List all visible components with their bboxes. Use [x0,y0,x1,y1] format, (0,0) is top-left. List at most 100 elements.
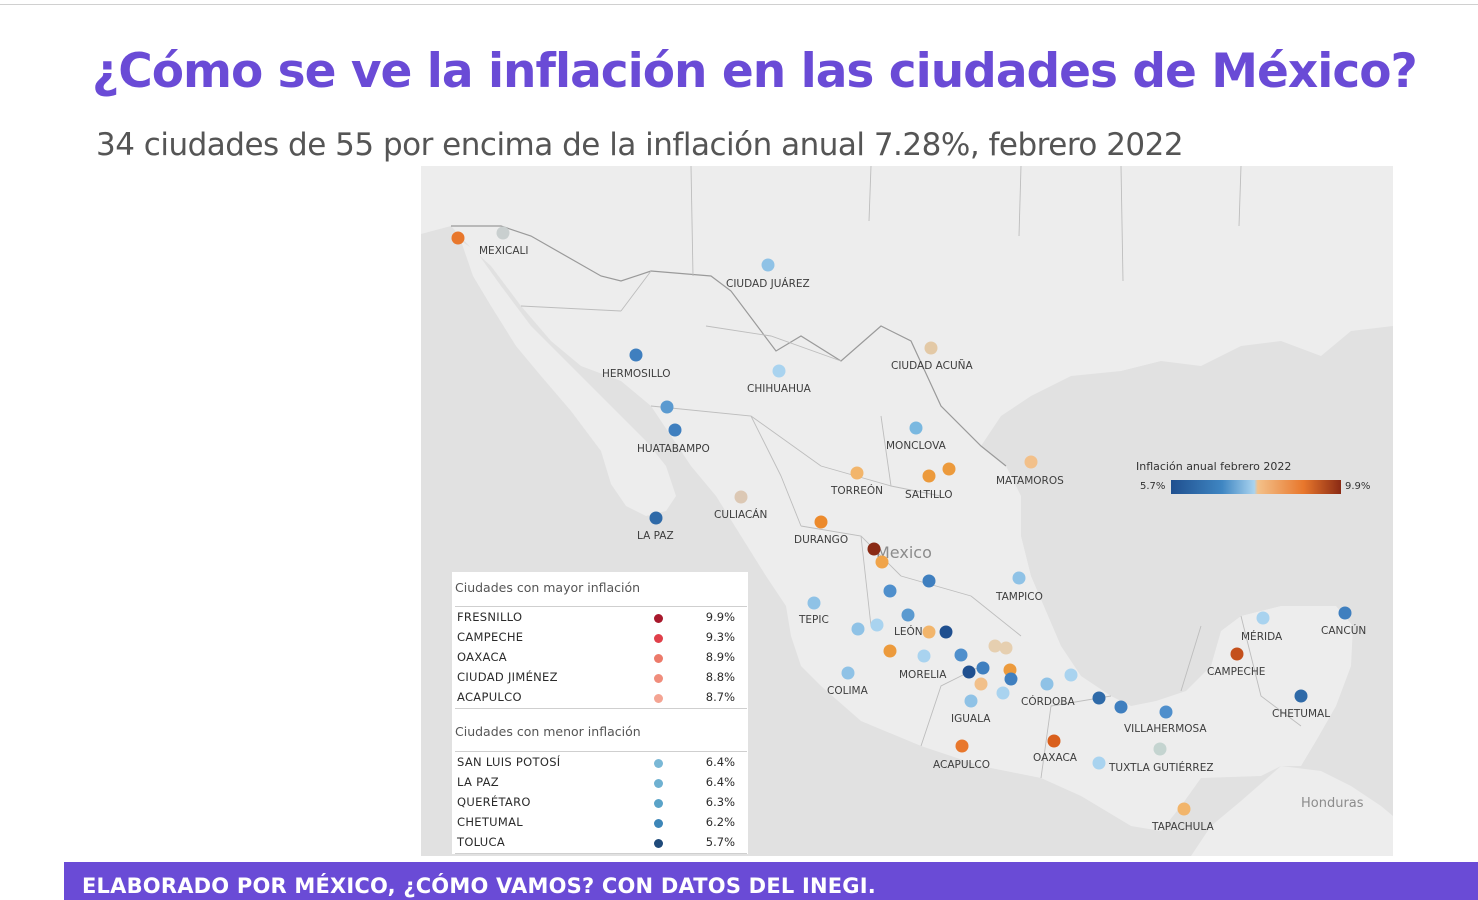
city-marker[interactable] [924,341,938,355]
city-label-ciudad-acuna: CIUDAD ACUÑA [891,359,973,372]
city-marker[interactable] [1012,571,1026,585]
city-marker[interactable] [660,400,674,414]
city-label-la-paz: LA PAZ [637,530,674,542]
city-marker[interactable] [883,644,897,658]
city-marker[interactable] [1064,668,1078,682]
city-marker[interactable] [922,574,936,588]
row-city: QUERÉTARO [457,795,531,809]
city-label-merida: MÉRIDA [1241,630,1283,643]
city-marker[interactable] [807,596,821,610]
city-marker[interactable] [955,739,969,753]
city-label-saltillo: SALTILLO [905,489,953,501]
city-marker[interactable] [1024,455,1038,469]
city-marker[interactable] [841,666,855,680]
city-label-colima: COLIMA [827,685,869,697]
city-marker[interactable] [734,490,748,504]
row-color-dot [654,799,663,808]
city-markers[interactable] [451,226,1352,816]
map-canvas[interactable]: Mexico Honduras [421,166,1393,856]
city-marker[interactable] [1040,677,1054,691]
city-marker[interactable] [962,665,976,679]
legend-title: Inflación anual febrero 2022 [1136,460,1292,473]
city-marker[interactable] [1092,756,1106,770]
city-marker[interactable] [1177,802,1191,816]
city-marker[interactable] [883,584,897,598]
city-marker[interactable] [976,661,990,675]
city-marker[interactable] [851,622,865,636]
table-row: CIUDAD JIMÉNEZ 8.8% [457,668,741,688]
city-marker[interactable] [964,694,978,708]
city-label-acapulco: ACAPULCO [933,759,990,771]
legend-min-label: 5.7% [1140,481,1166,492]
city-label-torreon: TORREÓN [830,484,883,497]
row-color-dot [654,654,663,663]
city-marker[interactable] [1256,611,1270,625]
city-marker[interactable] [629,348,643,362]
baja-california [461,241,676,516]
city-marker[interactable] [1230,647,1244,661]
page-title: ¿Cómo se ve la inflación en las ciudades… [92,44,1418,99]
city-marker[interactable] [1092,691,1106,705]
city-marker[interactable] [496,226,510,240]
row-color-dot [654,819,663,828]
row-value: 8.9% [705,650,735,664]
city-label-campeche: CAMPECHE [1207,666,1265,678]
city-marker[interactable] [761,258,775,272]
city-marker[interactable] [668,423,682,437]
city-marker[interactable] [922,469,936,483]
color-legend: Inflación anual febrero 2022 5.7% 9.9% [1134,460,1384,500]
central-america [1191,766,1393,856]
city-marker[interactable] [974,677,988,691]
city-marker[interactable] [909,421,923,435]
inflation-ranking-table: Ciudades con mayor inflación FRESNILLO 9… [452,572,748,854]
city-marker[interactable] [942,462,956,476]
city-marker[interactable] [939,625,953,639]
city-marker[interactable] [1114,700,1128,714]
row-color-dot [654,634,663,643]
row-city: CAMPECHE [457,630,524,644]
table-divider [455,751,747,752]
row-city: TOLUCA [457,835,506,849]
table-row: FRESNILLO 9.9% [457,608,741,628]
city-marker[interactable] [850,466,864,480]
row-color-dot [654,779,663,788]
city-label-hermosillo: HERMOSILLO [602,368,671,380]
us-mexico-border [451,225,1007,467]
row-city: CIUDAD JIMÉNEZ [457,670,558,684]
city-marker[interactable] [1294,689,1308,703]
city-label-cordoba: CÓRDOBA [1021,695,1075,708]
city-marker[interactable] [988,639,1002,653]
city-marker[interactable] [1338,606,1352,620]
city-marker[interactable] [814,515,828,529]
row-value: 8.8% [705,670,735,684]
city-marker[interactable] [996,686,1010,700]
city-marker[interactable] [1047,734,1061,748]
city-marker[interactable] [649,511,663,525]
city-marker[interactable] [772,364,786,378]
city-marker[interactable] [1004,672,1018,686]
city-label-monclova: MONCLOVA [886,440,947,452]
city-marker[interactable] [917,649,931,663]
city-marker[interactable] [875,555,889,569]
row-value: 5.7% [705,835,735,849]
city-marker[interactable] [954,648,968,662]
city-marker[interactable] [451,231,465,245]
row-city: ACAPULCO [457,690,522,704]
row-city: FRESNILLO [457,610,523,624]
footer-credit: ELABORADO POR MÉXICO, ¿CÓMO VAMOS? CON D… [82,874,876,898]
city-marker[interactable] [870,618,884,632]
country-label-mexico: Mexico [876,543,932,562]
city-marker[interactable] [922,625,936,639]
table-row: CHETUMAL 6.2% [457,813,741,833]
city-marker[interactable] [999,641,1013,655]
city-label-iguala: IGUALA [951,713,991,725]
city-marker[interactable] [1159,705,1173,719]
row-value: 9.3% [705,630,735,644]
table-row: QUERÉTARO 6.3% [457,793,741,813]
city-marker[interactable] [901,608,915,622]
city-label-cancun: CANCÚN [1321,624,1366,637]
city-marker[interactable] [867,542,881,556]
city-marker[interactable] [1153,742,1167,756]
row-city: LA PAZ [457,775,499,789]
city-label-ciudad-juarez: CIUDAD JUÁREZ [726,277,810,290]
